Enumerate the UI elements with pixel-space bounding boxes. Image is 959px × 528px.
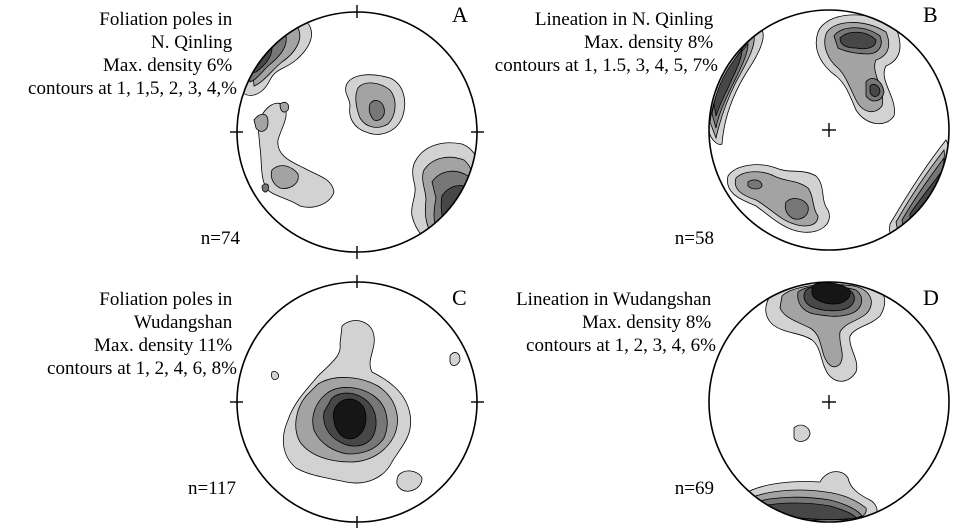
panel-b-center-cross xyxy=(822,123,836,137)
panel-b-letter: B xyxy=(923,2,938,27)
panel-d-primitive-circle xyxy=(708,281,950,523)
panel-d: D Lineation in Wudangshan Max. density 8… xyxy=(516,281,950,523)
panel-d-caption-line-3: contours at 1, 2, 3, 4, 6% xyxy=(526,335,716,356)
panel-d-density-contours xyxy=(743,282,949,522)
panel-a: A Foliation poles in N. Qinling Max. den… xyxy=(28,2,484,259)
panel-d-caption-line-2: Max. density 8% xyxy=(582,312,711,333)
panel-d-letter: D xyxy=(923,285,939,310)
panel-b-primitive-circle xyxy=(708,9,950,251)
panel-c-ticks xyxy=(230,275,484,528)
panel-c-caption-line-2: Wudangshan xyxy=(134,312,233,333)
panel-c-caption-line-3: Max. density 11% xyxy=(94,335,232,356)
panel-c-caption: Foliation poles in Wudangshan Max. densi… xyxy=(47,289,237,379)
panel-b: B Lineation in N. Qinling Max. density 8… xyxy=(495,2,950,251)
panel-b-caption-line-1: Lineation in N. Qinling xyxy=(535,9,714,30)
panel-b-caption: Lineation in N. Qinling Max. density 8% … xyxy=(495,9,718,76)
panel-a-caption-line-2: N. Qinling xyxy=(151,32,233,53)
panel-c-letter: C xyxy=(452,285,467,310)
panel-d-caption-line-1: Lineation in Wudangshan xyxy=(516,289,712,310)
panel-d-center-cross xyxy=(822,395,836,409)
panel-c-sample-count: n=117 xyxy=(188,478,236,499)
panel-d-sample-count: n=69 xyxy=(675,478,714,499)
panel-a-caption-line-4: contours at 1, 1,5, 2, 3, 4,% xyxy=(28,78,237,99)
panel-c: C Foliation poles in Wudangshan Max. den… xyxy=(47,275,484,528)
panel-c-caption-line-4: contours at 1, 2, 4, 6, 8% xyxy=(47,358,237,379)
panel-b-sample-count: n=58 xyxy=(675,228,714,249)
panel-b-caption-line-2: Max. density 8% xyxy=(584,32,713,53)
panel-a-letter: A xyxy=(452,2,468,27)
panel-d-caption: Lineation in Wudangshan Max. density 8% … xyxy=(516,289,716,356)
panel-a-caption: Foliation poles in N. Qinling Max. densi… xyxy=(28,9,237,99)
panel-b-caption-line-3: contours at 1, 1.5, 3, 4, 5, 7% xyxy=(495,55,718,76)
panel-a-ticks xyxy=(230,5,484,259)
panel-c-density-contours xyxy=(271,320,461,492)
panel-a-sample-count: n=74 xyxy=(201,228,241,249)
panel-c-caption-line-1: Foliation poles in xyxy=(99,289,233,310)
panel-a-density-contours xyxy=(239,19,477,247)
panel-a-caption-line-3: Max. density 6% xyxy=(103,55,232,76)
panel-a-caption-line-1: Foliation poles in xyxy=(99,9,233,30)
